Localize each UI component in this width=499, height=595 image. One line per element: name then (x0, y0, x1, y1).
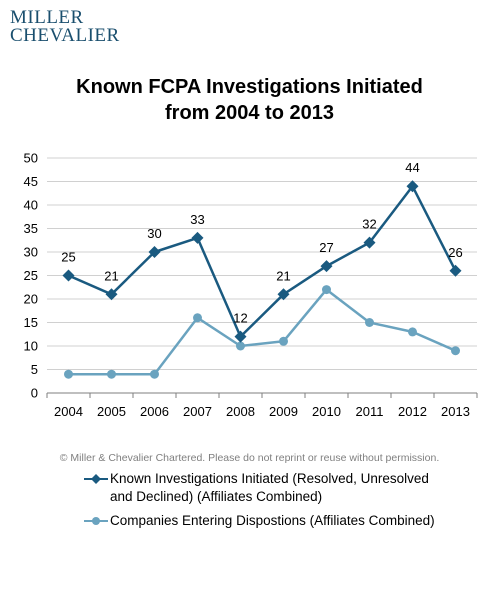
series-2-point (107, 369, 116, 379)
x-tick-label: 2005 (97, 404, 126, 419)
series-1-point (277, 288, 290, 301)
series-1-point (363, 236, 376, 249)
series-1-point (449, 264, 462, 277)
y-tick-label: 10 (24, 339, 38, 354)
series-2-point (193, 313, 202, 323)
logo-line-2: CHEVALIER (10, 25, 120, 46)
x-tick-label: 2010 (312, 404, 341, 419)
data-label: 44 (405, 160, 419, 175)
series-2-point (451, 346, 460, 356)
series-2-point (408, 327, 417, 337)
chart-title: Known FCPA Investigations Initiated from… (0, 74, 499, 126)
y-tick-label: 0 (31, 386, 38, 401)
y-tick-label: 40 (24, 198, 38, 213)
x-tick-label: 2007 (183, 404, 212, 419)
data-label: 26 (448, 245, 462, 260)
company-logo: MILLER CHEVALIER (10, 7, 120, 46)
series-2-point (322, 285, 331, 295)
y-tick-label: 50 (24, 151, 38, 166)
y-tick-label: 15 (24, 315, 38, 330)
copyright-notice: © Miller & Chevalier Chartered. Please d… (59, 452, 440, 464)
chart-title-line-1: Known FCPA Investigations Initiated (76, 76, 423, 98)
series-2-point (365, 318, 374, 327)
series-1-point (62, 269, 75, 282)
data-label: 32 (362, 217, 376, 232)
logo-line-1: MILLER (10, 7, 84, 28)
y-tick-label: 20 (24, 292, 38, 307)
series-1-point (234, 330, 247, 343)
series-1-point (148, 246, 161, 258)
y-tick-label: 45 (24, 174, 38, 189)
data-label: 25 (61, 250, 75, 265)
legend-swatch-diamond-icon (84, 474, 108, 484)
series-2-point (64, 369, 73, 379)
legend-swatch-circle-icon (84, 517, 108, 525)
chart-title-line-2: from 2004 to 2013 (165, 102, 334, 124)
x-tick-label: 2009 (269, 404, 298, 419)
series-2-line (68, 288, 457, 376)
data-label: 12 (233, 311, 247, 326)
chart-legend: Known Investigations Initiated (Resolved… (84, 470, 464, 536)
series-1-point (191, 231, 204, 244)
series-1-point (105, 288, 118, 301)
data-label: 21 (276, 268, 290, 283)
x-tick-label: 2004 (54, 404, 83, 419)
series-2-point (236, 341, 245, 351)
legend-item-series-2: Companies Entering Dispostions (Affiliat… (84, 512, 464, 530)
legend-label-series-2: Companies Entering Dispostions (Affiliat… (110, 513, 435, 528)
data-label: 33 (190, 212, 204, 227)
legend-label-series-1-line-2: and Declined) (Affiliates Combined) (110, 489, 323, 504)
data-label: 21 (104, 268, 118, 283)
x-tick-label: 2012 (398, 404, 427, 419)
series-1-line (67, 184, 457, 338)
legend-item-series-1: Known Investigations Initiated (Resolved… (84, 470, 464, 506)
x-tick-label: 2013 (441, 404, 470, 419)
series-2-point (150, 369, 159, 379)
line-chart: 0 5 10 15 20 25 30 35 40 45 50 2004 2005 2006 2007 2008… (24, 151, 478, 419)
x-tick-label: 2011 (356, 404, 384, 419)
data-label: 30 (147, 226, 161, 241)
series-1-point (406, 180, 419, 193)
series-2-point (279, 336, 288, 346)
x-tick-label: 2008 (226, 404, 255, 419)
legend-label-series-1-line-1: Known Investigations Initiated (Resolved… (110, 471, 429, 486)
y-tick-label: 25 (24, 268, 38, 283)
series-1-point (320, 260, 333, 273)
y-tick-label: 30 (24, 245, 38, 260)
y-tick-label: 35 (24, 221, 38, 236)
data-label: 27 (319, 240, 333, 255)
x-tick-label: 2006 (140, 404, 169, 419)
y-tick-label: 5 (31, 362, 38, 377)
